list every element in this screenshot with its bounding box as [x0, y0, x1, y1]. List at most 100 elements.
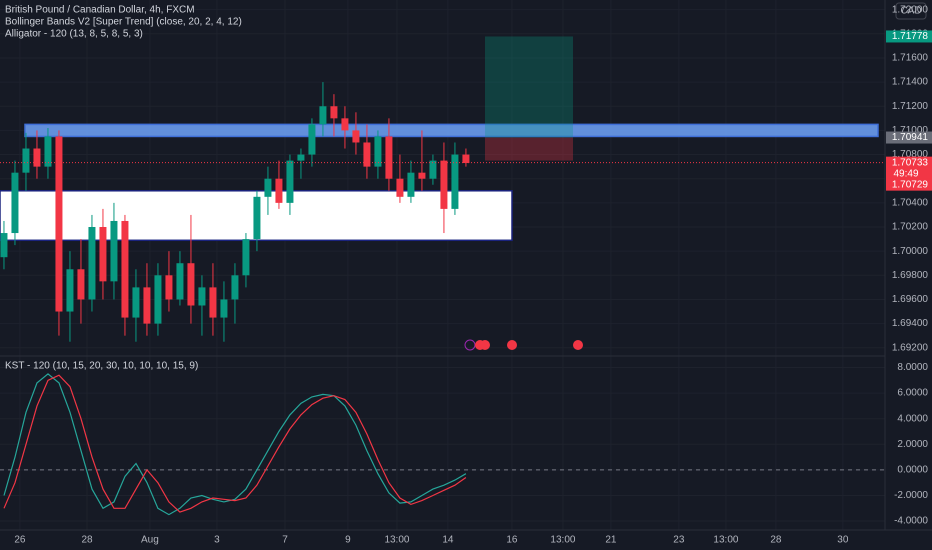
y-tick-label: 1.71000 [892, 125, 929, 136]
countdown: 49:49 [893, 168, 918, 179]
x-tick-label: 14 [442, 535, 454, 546]
candle-body [297, 154, 305, 161]
candle-body [165, 275, 173, 300]
zone [24, 123, 879, 138]
candle-body [330, 106, 338, 119]
price-label [886, 30, 932, 43]
x-tick-label: 13:00 [713, 535, 738, 546]
candle-body [264, 178, 272, 197]
x-tick-label: 28 [81, 535, 93, 546]
plot-layer [0, 36, 885, 516]
candle-body [286, 160, 294, 203]
y-tick-label: 1.72000 [892, 4, 929, 15]
candle-body [0, 233, 8, 258]
candle-body [374, 136, 382, 167]
x-tick-label: Aug [141, 535, 159, 546]
kst-title: KST - 120 (10, 15, 20, 30, 10, 10, 10, 1… [5, 361, 198, 372]
y-tick-label: -2.0000 [894, 490, 928, 501]
candle-body [77, 269, 85, 300]
price-label-text: 1.70733 [892, 157, 929, 168]
x-tick-label: 13:00 [384, 535, 409, 546]
event-icons [464, 339, 583, 351]
x-tick-label: 7 [282, 535, 288, 546]
y-tick-label: 1.69800 [892, 270, 929, 281]
candle-body [187, 263, 195, 306]
candle-body [352, 130, 360, 143]
y-tick-label: 0.0000 [897, 465, 928, 476]
y-tick-label: 2.0000 [897, 439, 928, 450]
y-tick-label: 1.70400 [892, 197, 929, 208]
y-tick-label: 1.70200 [892, 222, 929, 233]
candle-body [385, 136, 393, 179]
candle-body [253, 196, 261, 240]
x-tick-label: 26 [14, 535, 26, 546]
countdown-bg [886, 167, 932, 180]
candle-body [220, 299, 228, 318]
candle-body [451, 154, 459, 209]
y-tick-label: 1.71600 [892, 53, 929, 64]
candle-body [363, 142, 371, 167]
candle-body [231, 275, 239, 300]
x-tick-label: 21 [605, 535, 617, 546]
x-tick-label: 23 [673, 535, 685, 546]
y-tick-label: 1.70800 [892, 149, 929, 160]
candle-body [154, 275, 162, 324]
y-tick-label: 1.70000 [892, 246, 929, 257]
event-icon[interactable] [573, 340, 583, 350]
candle-body [396, 178, 404, 197]
y-tick-label: 8.0000 [897, 362, 928, 373]
x-tick-label: 28 [770, 535, 782, 546]
currency-button[interactable] [895, 2, 927, 20]
candle-body [33, 148, 41, 167]
y-tick-label: 6.0000 [897, 388, 928, 399]
candle-body [308, 124, 316, 155]
candle-body [66, 269, 74, 312]
event-icon[interactable] [507, 340, 517, 350]
candle-body [55, 136, 63, 312]
candle-body [407, 172, 415, 197]
event-icon[interactable] [480, 340, 490, 350]
price-label [886, 178, 932, 191]
candle-body [341, 118, 349, 131]
price-label-text: 1.70729 [892, 179, 929, 190]
price-label [886, 131, 932, 144]
candle-body [209, 287, 217, 318]
candle-body [88, 227, 96, 300]
candle-body [121, 220, 129, 318]
position-target [485, 36, 573, 138]
candle-body [143, 287, 151, 324]
candle-body [44, 136, 52, 167]
price-label-text: 1.70941 [892, 132, 929, 143]
indicator-legend: Bollinger Bands V2 [Super Trend] (close,… [5, 17, 242, 28]
y-tick-label: 1.71400 [892, 77, 929, 88]
candle-body [132, 287, 140, 318]
indicator-legend: Alligator - 120 (13, 8, 5, 8, 5, 3) [5, 29, 143, 40]
candle-body [440, 160, 448, 209]
candle-body [242, 239, 250, 276]
y-tick-label: 1.71200 [892, 101, 929, 112]
x-tick-label: 9 [345, 535, 351, 546]
candle-body [22, 148, 30, 173]
candle-body [198, 287, 206, 306]
x-tick-label: 16 [506, 535, 518, 546]
y-tick-label: 4.0000 [897, 413, 928, 424]
candle-body [176, 263, 184, 300]
candle-body [319, 106, 327, 125]
position-stop [485, 137, 573, 161]
kst-line [3, 373, 467, 516]
x-tick-label: 3 [214, 535, 220, 546]
x-tick-label: 30 [837, 535, 849, 546]
candle-body [99, 227, 107, 282]
candle-body [462, 154, 470, 164]
symbol-title: British Pound / Canadian Dollar, 4h, FXC… [5, 5, 195, 16]
x-tick-label: 13:00 [550, 535, 575, 546]
y-tick-label: 1.69200 [892, 342, 929, 353]
y-tick-label: -4.0000 [894, 516, 928, 527]
price-label-text: 1.71778 [892, 31, 929, 42]
currency[interactable]: CAD [900, 6, 921, 17]
candle-body [110, 220, 118, 282]
price-label [886, 156, 932, 169]
candle-body [429, 160, 437, 179]
